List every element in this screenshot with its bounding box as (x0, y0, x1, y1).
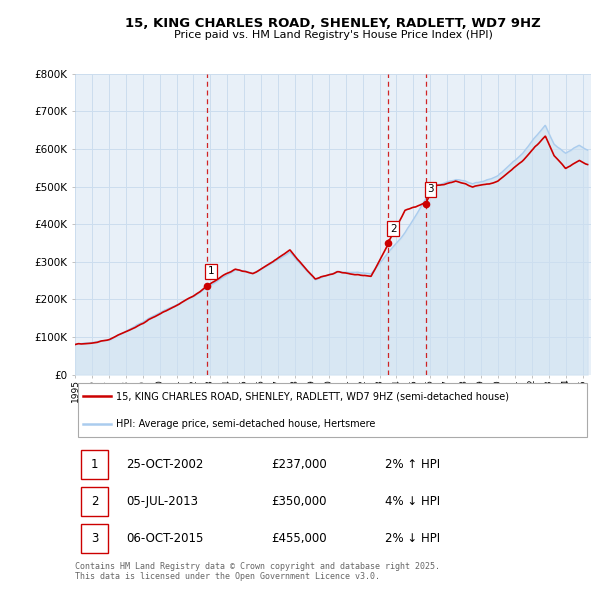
Text: 06-OCT-2015: 06-OCT-2015 (127, 532, 204, 545)
Text: 1: 1 (208, 266, 214, 276)
Text: £237,000: £237,000 (271, 458, 327, 471)
Text: HPI: Average price, semi-detached house, Hertsmere: HPI: Average price, semi-detached house,… (116, 419, 376, 428)
Text: 25-OCT-2002: 25-OCT-2002 (127, 458, 204, 471)
Text: 3: 3 (427, 184, 434, 194)
Text: 2: 2 (91, 495, 98, 508)
Text: 2% ↓ HPI: 2% ↓ HPI (385, 532, 440, 545)
Point (202, 281, 212, 290)
Text: £455,000: £455,000 (271, 532, 327, 545)
FancyBboxPatch shape (81, 487, 108, 516)
Text: 4% ↓ HPI: 4% ↓ HPI (385, 495, 440, 508)
Text: Price paid vs. HM Land Registry's House Price Index (HPI): Price paid vs. HM Land Registry's House … (173, 31, 493, 40)
Text: 15, KING CHARLES ROAD, SHENLEY, RADLETT, WD7 9HZ: 15, KING CHARLES ROAD, SHENLEY, RADLETT,… (125, 17, 541, 30)
Point (383, 238, 393, 248)
FancyBboxPatch shape (81, 451, 108, 478)
Text: 1: 1 (91, 458, 98, 471)
Text: 2: 2 (390, 224, 397, 234)
Text: 2% ↑ HPI: 2% ↑ HPI (385, 458, 440, 471)
Text: £350,000: £350,000 (271, 495, 326, 508)
FancyBboxPatch shape (77, 383, 587, 437)
Point (421, 199, 431, 208)
FancyBboxPatch shape (81, 525, 108, 552)
Text: 05-JUL-2013: 05-JUL-2013 (127, 495, 199, 508)
Text: 15, KING CHARLES ROAD, SHENLEY, RADLETT, WD7 9HZ (semi-detached house): 15, KING CHARLES ROAD, SHENLEY, RADLETT,… (116, 392, 509, 401)
Text: Contains HM Land Registry data © Crown copyright and database right 2025.
This d: Contains HM Land Registry data © Crown c… (75, 562, 440, 581)
Text: 3: 3 (91, 532, 98, 545)
